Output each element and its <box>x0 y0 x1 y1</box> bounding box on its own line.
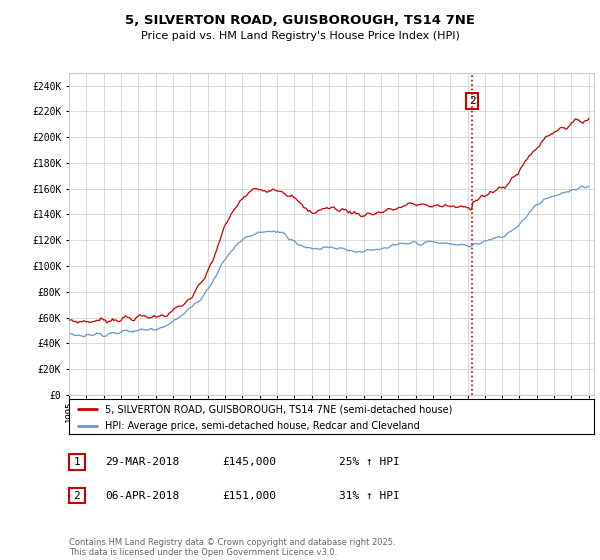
Text: 1: 1 <box>73 457 80 467</box>
Text: 2: 2 <box>469 96 476 106</box>
Text: 25% ↑ HPI: 25% ↑ HPI <box>339 457 400 467</box>
Text: HPI: Average price, semi-detached house, Redcar and Cleveland: HPI: Average price, semi-detached house,… <box>105 421 419 431</box>
Text: Contains HM Land Registry data © Crown copyright and database right 2025.
This d: Contains HM Land Registry data © Crown c… <box>69 538 395 557</box>
Text: 5, SILVERTON ROAD, GUISBOROUGH, TS14 7NE: 5, SILVERTON ROAD, GUISBOROUGH, TS14 7NE <box>125 14 475 27</box>
Text: 2: 2 <box>73 491 80 501</box>
Text: 31% ↑ HPI: 31% ↑ HPI <box>339 491 400 501</box>
Text: Price paid vs. HM Land Registry's House Price Index (HPI): Price paid vs. HM Land Registry's House … <box>140 31 460 41</box>
Text: 06-APR-2018: 06-APR-2018 <box>105 491 179 501</box>
Text: 5, SILVERTON ROAD, GUISBOROUGH, TS14 7NE (semi-detached house): 5, SILVERTON ROAD, GUISBOROUGH, TS14 7NE… <box>105 404 452 414</box>
Text: £151,000: £151,000 <box>222 491 276 501</box>
Text: £145,000: £145,000 <box>222 457 276 467</box>
Text: 29-MAR-2018: 29-MAR-2018 <box>105 457 179 467</box>
